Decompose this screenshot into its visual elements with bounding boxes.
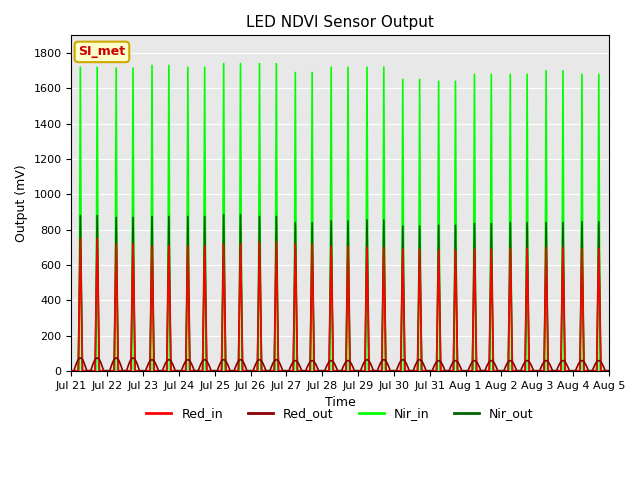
Text: SI_met: SI_met bbox=[78, 46, 125, 59]
Title: LED NDVI Sensor Output: LED NDVI Sensor Output bbox=[246, 15, 434, 30]
Legend: Red_in, Red_out, Nir_in, Nir_out: Red_in, Red_out, Nir_in, Nir_out bbox=[141, 402, 539, 425]
Y-axis label: Output (mV): Output (mV) bbox=[15, 165, 28, 242]
X-axis label: Time: Time bbox=[324, 396, 355, 409]
